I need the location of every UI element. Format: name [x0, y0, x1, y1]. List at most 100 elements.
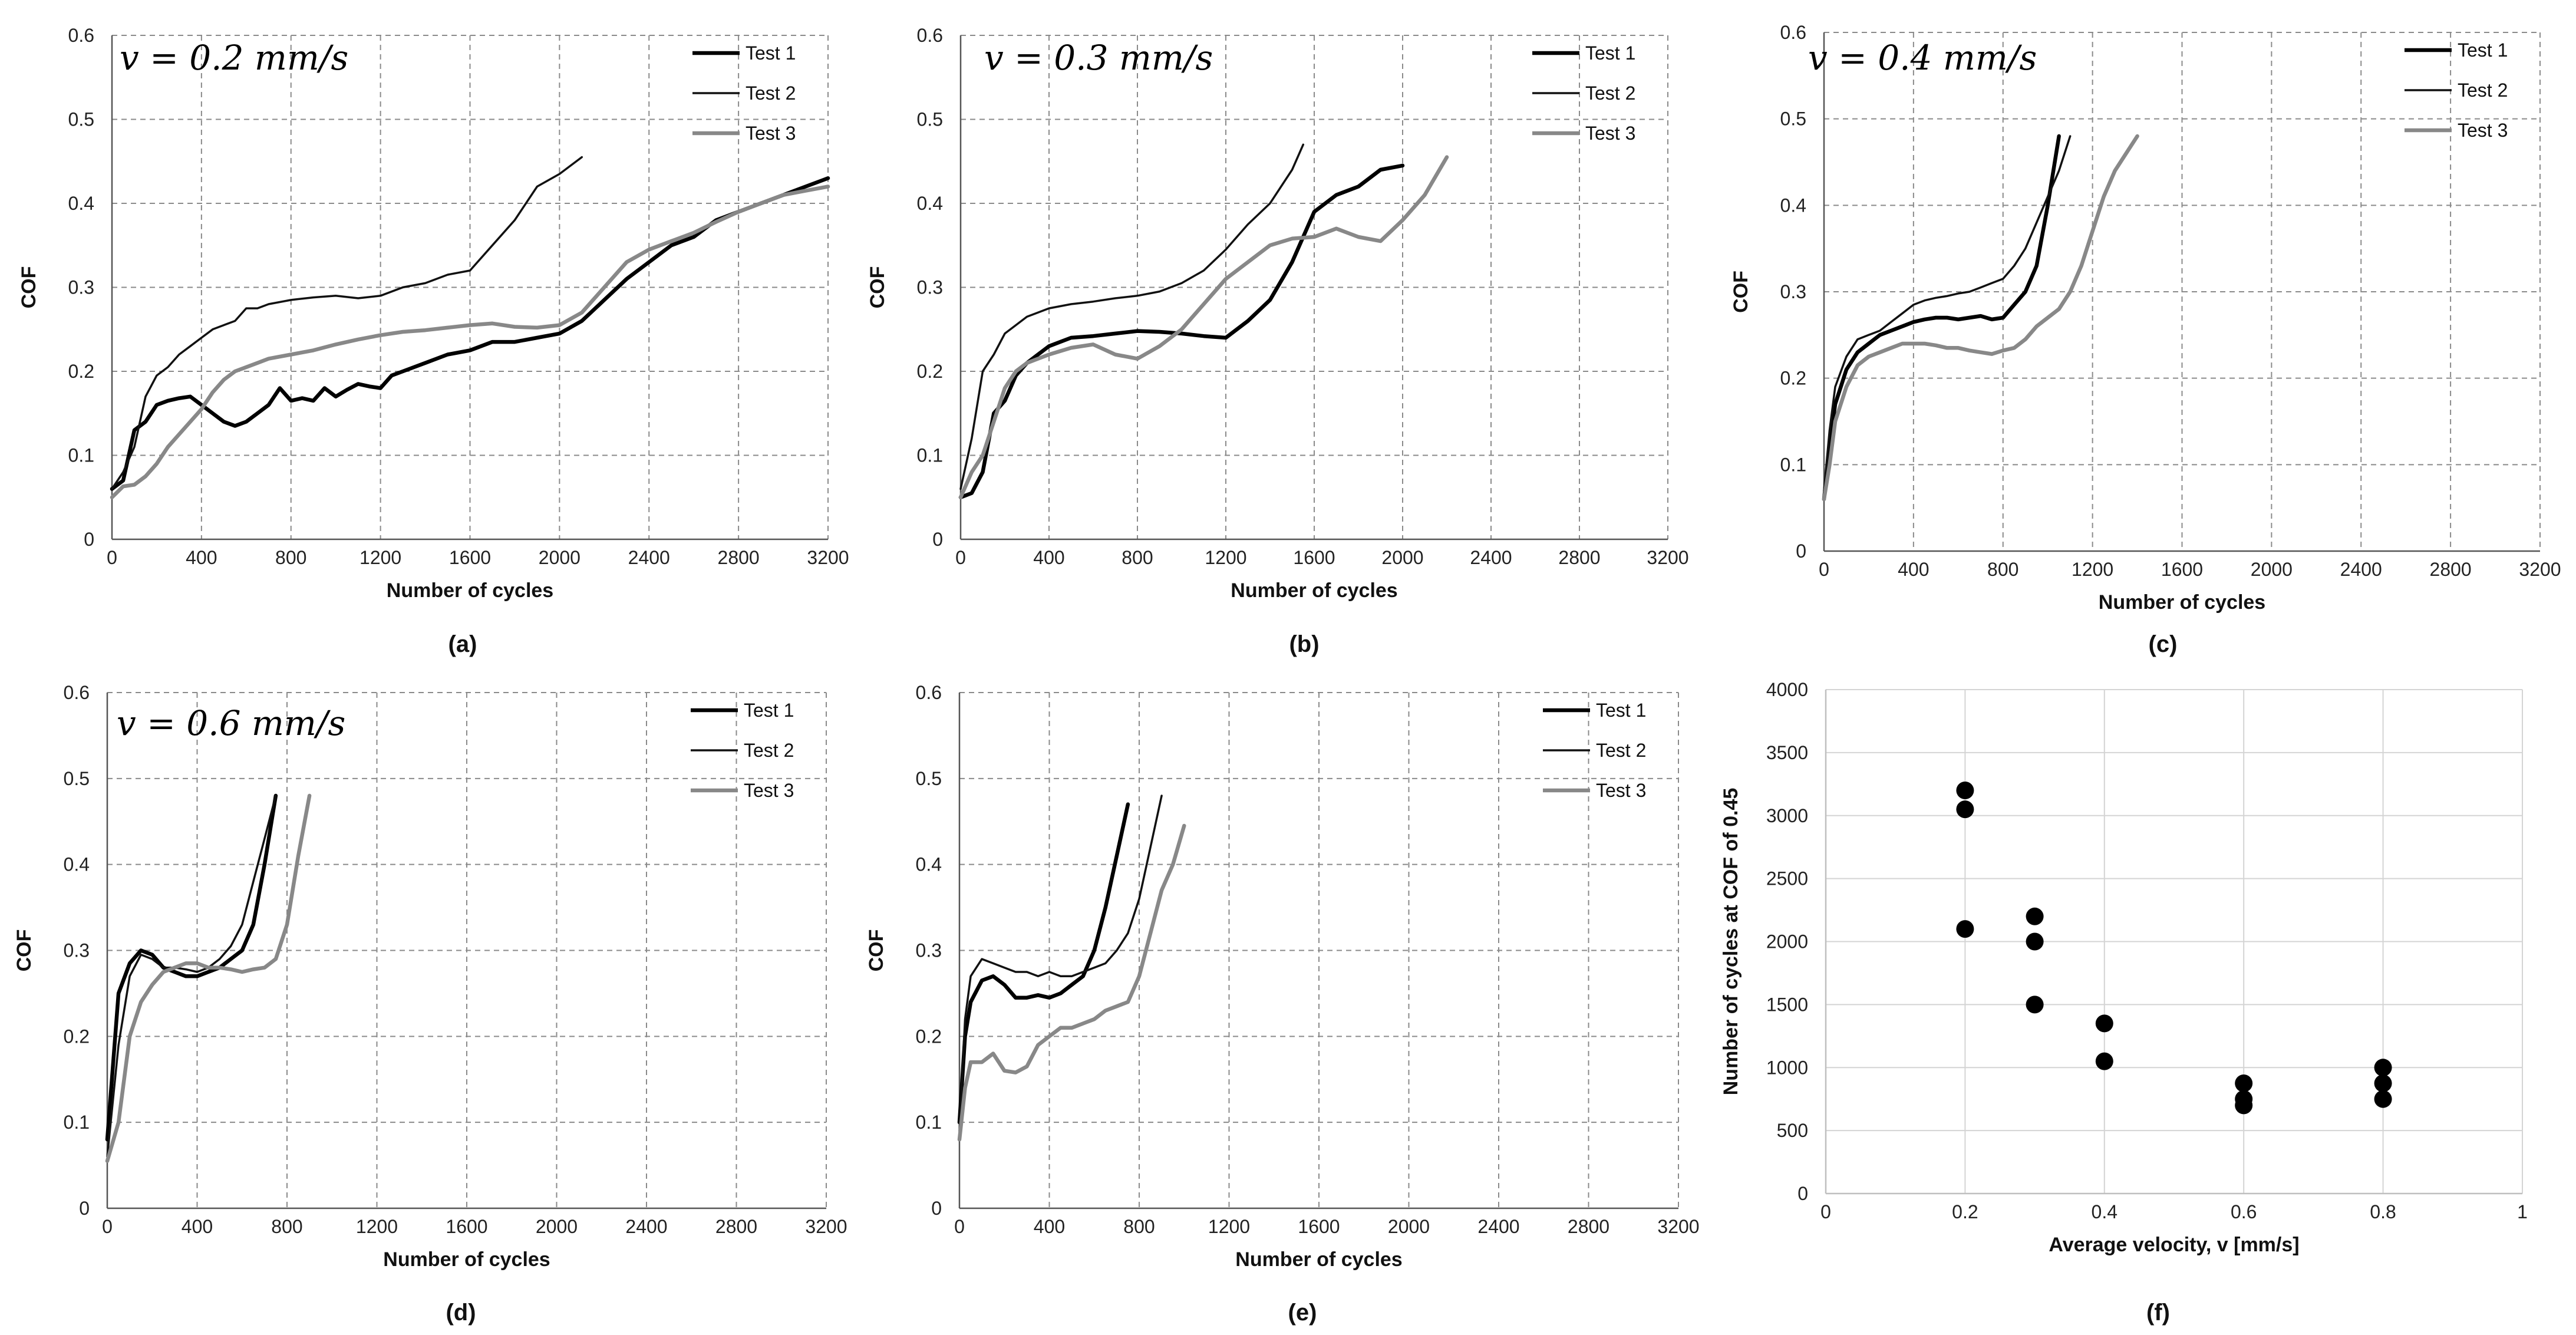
series-line-test-3 [958, 155, 1449, 500]
y-tick-label: 0.5 [64, 768, 90, 789]
x-tick-label: 2800 [718, 547, 760, 568]
legend-label: Test 2 [744, 740, 794, 761]
y-tick-label: 2000 [1766, 931, 1808, 952]
series-line-test-2 [111, 156, 583, 490]
x-tick-label: 3200 [1647, 547, 1688, 568]
x-tick-label: 2800 [1568, 1216, 1609, 1237]
chart-panel-3: 0 400 800 1200 1600 2000 2400 2800 3200 0 0.1 0.2 0.… [1730, 22, 2561, 657]
x-tick-label: 0 [955, 547, 966, 568]
x-tick-label: 400 [1898, 559, 1929, 580]
x-tick-label: 3200 [807, 547, 849, 568]
y-axis-label: COF [865, 929, 888, 972]
x-tick-label: 800 [275, 547, 306, 568]
y-tick-label: 0.2 [64, 1026, 90, 1047]
y-axis-label: COF [1730, 271, 1752, 313]
chart-panel-6: 0 0.2 0.4 0.6 0.8 1 0 500 1000 1500 2000 2500 3000 35… [1720, 679, 2528, 1326]
series-line-test-1 [957, 802, 1130, 1125]
x-tick-label: 2400 [1477, 1216, 1519, 1237]
x-tick-label: 2000 [2251, 559, 2293, 580]
scatter-point [1956, 800, 1974, 819]
y-tick-label: 2500 [1766, 868, 1808, 889]
y-tick-label: 1500 [1766, 994, 1808, 1015]
scatter-point [2026, 996, 2044, 1014]
series-line-test-1 [1822, 134, 2061, 502]
series-line-test-2 [958, 795, 1163, 1132]
y-tick-label: 0.1 [1780, 454, 1806, 475]
y-tick-label: 0.6 [917, 25, 943, 46]
series-line-test-3 [1822, 134, 2139, 502]
series-line-test-3 [110, 184, 830, 500]
y-tick-label: 0.5 [917, 109, 943, 130]
y-tick-label: 0.5 [916, 768, 942, 789]
x-tick-label: 1600 [446, 1216, 487, 1237]
series-line-test-1 [958, 163, 1405, 500]
x-tick-label: 1600 [449, 547, 491, 568]
x-tick-label: 1200 [356, 1216, 398, 1237]
x-tick-label: 2400 [1470, 547, 1512, 568]
x-tick-label: 400 [1034, 1216, 1065, 1237]
y-tick-label: 500 [1777, 1120, 1808, 1141]
legend-label: Test 3 [746, 123, 796, 144]
x-axis-label: Number of cycles [1231, 579, 1397, 602]
y-tick-label: 0 [79, 1198, 90, 1219]
x-tick-label: 2000 [1388, 1216, 1430, 1237]
x-tick-label: 0 [1819, 559, 1829, 580]
x-tick-label: 0 [107, 547, 117, 568]
y-tick-label: 0.4 [68, 193, 94, 214]
x-tick-label: 0.6 [2231, 1201, 2257, 1222]
y-tick-label: 0.3 [916, 940, 942, 961]
legend-label: Test 2 [746, 83, 796, 104]
legend-label: Test 1 [2458, 39, 2508, 61]
x-tick-label: 0 [954, 1216, 965, 1237]
series-line-test-2 [1823, 135, 2072, 492]
legend-label: Test 3 [1596, 780, 1646, 801]
x-tick-label: 2800 [2430, 559, 2472, 580]
velocity-annotation: v = 0.6 mm/s [117, 703, 345, 743]
x-tick-label: 0.8 [2370, 1201, 2396, 1222]
legend-label: Test 2 [1596, 740, 1646, 761]
scatter-point [2374, 1090, 2392, 1108]
y-tick-label: 0.6 [68, 25, 94, 46]
series-line-test-2 [959, 143, 1305, 490]
x-tick-label: 400 [182, 1216, 213, 1237]
y-tick-label: 0 [931, 1198, 942, 1219]
velocity-annotation: v = 0.2 mm/s [120, 38, 348, 78]
legend-label: Test 3 [2458, 120, 2508, 141]
legend-label: Test 1 [1596, 700, 1646, 721]
x-tick-label: 1600 [2161, 559, 2203, 580]
y-tick-label: 0 [932, 529, 943, 550]
y-tick-label: 0.5 [68, 109, 94, 130]
y-axis-label: COF [13, 929, 35, 972]
chart-panel-5: 0 400 800 1200 1600 2000 2400 2800 3200 0 0.1 0.2 0.… [865, 682, 1700, 1326]
x-tick-label: 0.4 [2092, 1201, 2117, 1222]
legend-label: Test 1 [746, 42, 796, 64]
panel-label: (c) [2149, 631, 2178, 657]
x-tick-label: 2400 [625, 1216, 667, 1237]
y-tick-label: 0.4 [916, 854, 942, 875]
x-axis-label: Number of cycles [383, 1248, 550, 1271]
scatter-point [2095, 1052, 2113, 1070]
x-tick-label: 1200 [1208, 1216, 1250, 1237]
x-tick-label: 2000 [539, 547, 580, 568]
y-tick-label: 1000 [1766, 1057, 1808, 1078]
x-axis-label: Number of cycles [387, 579, 553, 602]
legend-label: Test 3 [1585, 123, 1635, 144]
x-tick-label: 800 [1987, 559, 2018, 580]
x-tick-label: 1200 [359, 547, 401, 568]
y-axis-label: COF [866, 266, 889, 309]
y-tick-label: 0.2 [1780, 368, 1806, 389]
y-tick-label: 0.1 [68, 445, 94, 466]
y-tick-label: 0.6 [916, 682, 942, 703]
y-tick-label: 0.4 [917, 193, 943, 214]
panel-label: (b) [1289, 631, 1319, 657]
legend-label: Test 2 [2458, 80, 2508, 101]
y-tick-label: 0.6 [64, 682, 90, 703]
y-tick-label: 0.2 [916, 1026, 942, 1047]
x-axis-label: Average velocity, v [mm/s] [2049, 1234, 2299, 1256]
x-tick-label: 1200 [1205, 547, 1246, 568]
chart-panel-1: 0 400 800 1200 1600 2000 2400 2800 3200 0 0.1 0.2 0.… [18, 25, 849, 657]
legend-label: Test 1 [1585, 42, 1635, 64]
series-line-test-2 [106, 795, 277, 1158]
scatter-point [2235, 1074, 2253, 1092]
legend-label: Test 2 [1585, 83, 1635, 104]
